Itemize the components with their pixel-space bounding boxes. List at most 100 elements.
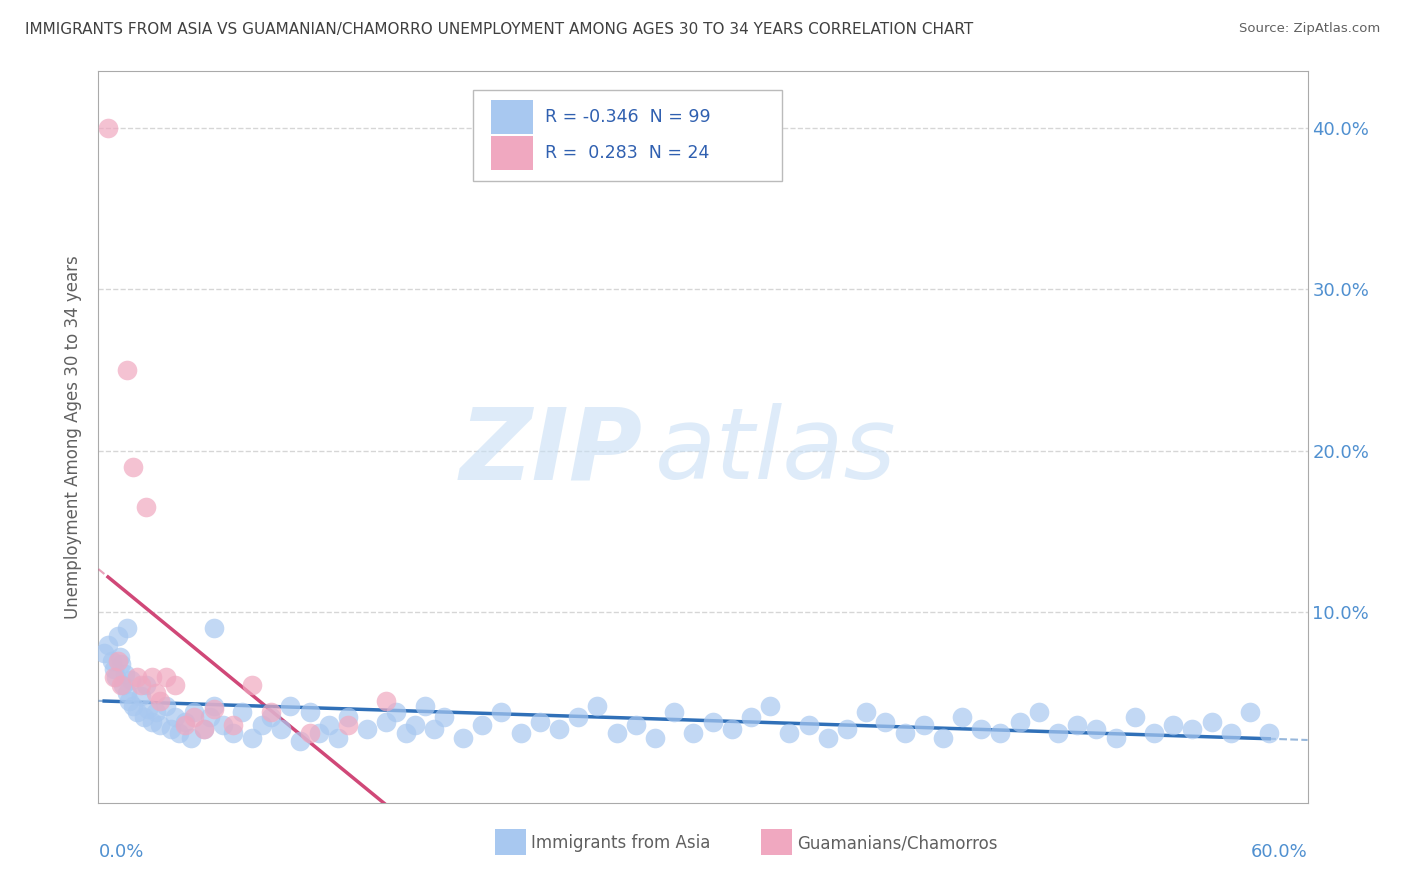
Point bbox=[183, 710, 205, 724]
Point bbox=[1066, 718, 1088, 732]
Point bbox=[797, 718, 820, 732]
FancyBboxPatch shape bbox=[495, 830, 526, 855]
Point bbox=[375, 694, 398, 708]
Point bbox=[413, 698, 436, 713]
Point bbox=[471, 718, 494, 732]
Point bbox=[740, 710, 762, 724]
Point bbox=[129, 678, 152, 692]
Point bbox=[240, 678, 263, 692]
Point bbox=[122, 698, 145, 713]
Point bbox=[817, 731, 839, 746]
Point bbox=[125, 670, 148, 684]
Point bbox=[270, 722, 292, 736]
FancyBboxPatch shape bbox=[474, 90, 782, 181]
Point bbox=[1181, 722, 1204, 736]
Point bbox=[160, 722, 183, 736]
Point bbox=[759, 698, 782, 713]
Point bbox=[167, 726, 190, 740]
Text: ZIP: ZIP bbox=[460, 403, 643, 500]
Point bbox=[107, 630, 129, 644]
Point bbox=[893, 726, 915, 740]
Point bbox=[394, 726, 416, 740]
Point bbox=[135, 678, 157, 692]
Point bbox=[155, 698, 177, 713]
Point bbox=[193, 722, 215, 736]
Point bbox=[97, 638, 120, 652]
Point bbox=[702, 714, 724, 729]
Point bbox=[1104, 731, 1126, 746]
Point bbox=[198, 710, 221, 724]
Point bbox=[145, 706, 167, 720]
Point bbox=[1161, 718, 1184, 732]
Point bbox=[122, 459, 145, 474]
Point bbox=[1047, 726, 1070, 740]
Point bbox=[548, 722, 571, 736]
Point bbox=[222, 718, 245, 732]
Point bbox=[165, 710, 187, 724]
FancyBboxPatch shape bbox=[761, 830, 793, 855]
FancyBboxPatch shape bbox=[492, 100, 533, 134]
Point bbox=[336, 718, 359, 732]
Point bbox=[250, 718, 273, 732]
Point bbox=[103, 670, 125, 684]
Point bbox=[134, 710, 156, 724]
Text: R = -0.346  N = 99: R = -0.346 N = 99 bbox=[544, 108, 710, 126]
Point bbox=[912, 718, 935, 732]
Point bbox=[260, 706, 283, 720]
Text: IMMIGRANTS FROM ASIA VS GUAMANIAN/CHAMORRO UNEMPLOYMENT AMONG AGES 30 TO 34 YEAR: IMMIGRANTS FROM ASIA VS GUAMANIAN/CHAMOR… bbox=[25, 22, 973, 37]
Text: Guamanians/Chamorros: Guamanians/Chamorros bbox=[797, 834, 998, 852]
Point bbox=[644, 731, 666, 746]
Point bbox=[1258, 726, 1281, 740]
Text: Source: ZipAtlas.com: Source: ZipAtlas.com bbox=[1240, 22, 1381, 36]
Point bbox=[101, 654, 124, 668]
Point bbox=[222, 726, 245, 740]
Point bbox=[115, 363, 138, 377]
Point bbox=[385, 706, 408, 720]
Point bbox=[835, 722, 858, 736]
Point bbox=[375, 714, 398, 729]
Point bbox=[149, 718, 172, 732]
Point bbox=[990, 726, 1012, 740]
Point bbox=[180, 731, 202, 746]
Point bbox=[136, 702, 159, 716]
Point bbox=[451, 731, 474, 746]
Point bbox=[165, 678, 187, 692]
Point bbox=[115, 622, 138, 636]
Point bbox=[212, 718, 235, 732]
Point bbox=[624, 718, 647, 732]
Point bbox=[1201, 714, 1223, 729]
Point bbox=[118, 694, 141, 708]
Point bbox=[298, 706, 321, 720]
Point bbox=[173, 714, 195, 729]
Point bbox=[1028, 706, 1050, 720]
Point bbox=[932, 731, 955, 746]
FancyBboxPatch shape bbox=[492, 136, 533, 170]
Point bbox=[260, 710, 283, 724]
Point bbox=[97, 120, 120, 135]
Point bbox=[135, 500, 157, 515]
Point bbox=[875, 714, 897, 729]
Point bbox=[104, 670, 127, 684]
Point bbox=[183, 706, 205, 720]
Point bbox=[1085, 722, 1108, 736]
Point bbox=[108, 650, 131, 665]
Point bbox=[110, 657, 132, 671]
Point bbox=[145, 686, 167, 700]
Point bbox=[240, 731, 263, 746]
Point bbox=[1239, 706, 1261, 720]
Point bbox=[141, 670, 163, 684]
Point bbox=[664, 706, 686, 720]
Point bbox=[110, 678, 132, 692]
Point bbox=[778, 726, 800, 740]
Point bbox=[93, 646, 115, 660]
Point bbox=[173, 718, 195, 732]
Point bbox=[288, 734, 311, 748]
Text: atlas: atlas bbox=[655, 403, 896, 500]
Point bbox=[404, 718, 426, 732]
Point bbox=[308, 726, 330, 740]
Point bbox=[328, 731, 350, 746]
Text: 60.0%: 60.0% bbox=[1251, 843, 1308, 861]
Point bbox=[606, 726, 628, 740]
Point bbox=[509, 726, 531, 740]
Y-axis label: Unemployment Among Ages 30 to 34 years: Unemployment Among Ages 30 to 34 years bbox=[65, 255, 83, 619]
